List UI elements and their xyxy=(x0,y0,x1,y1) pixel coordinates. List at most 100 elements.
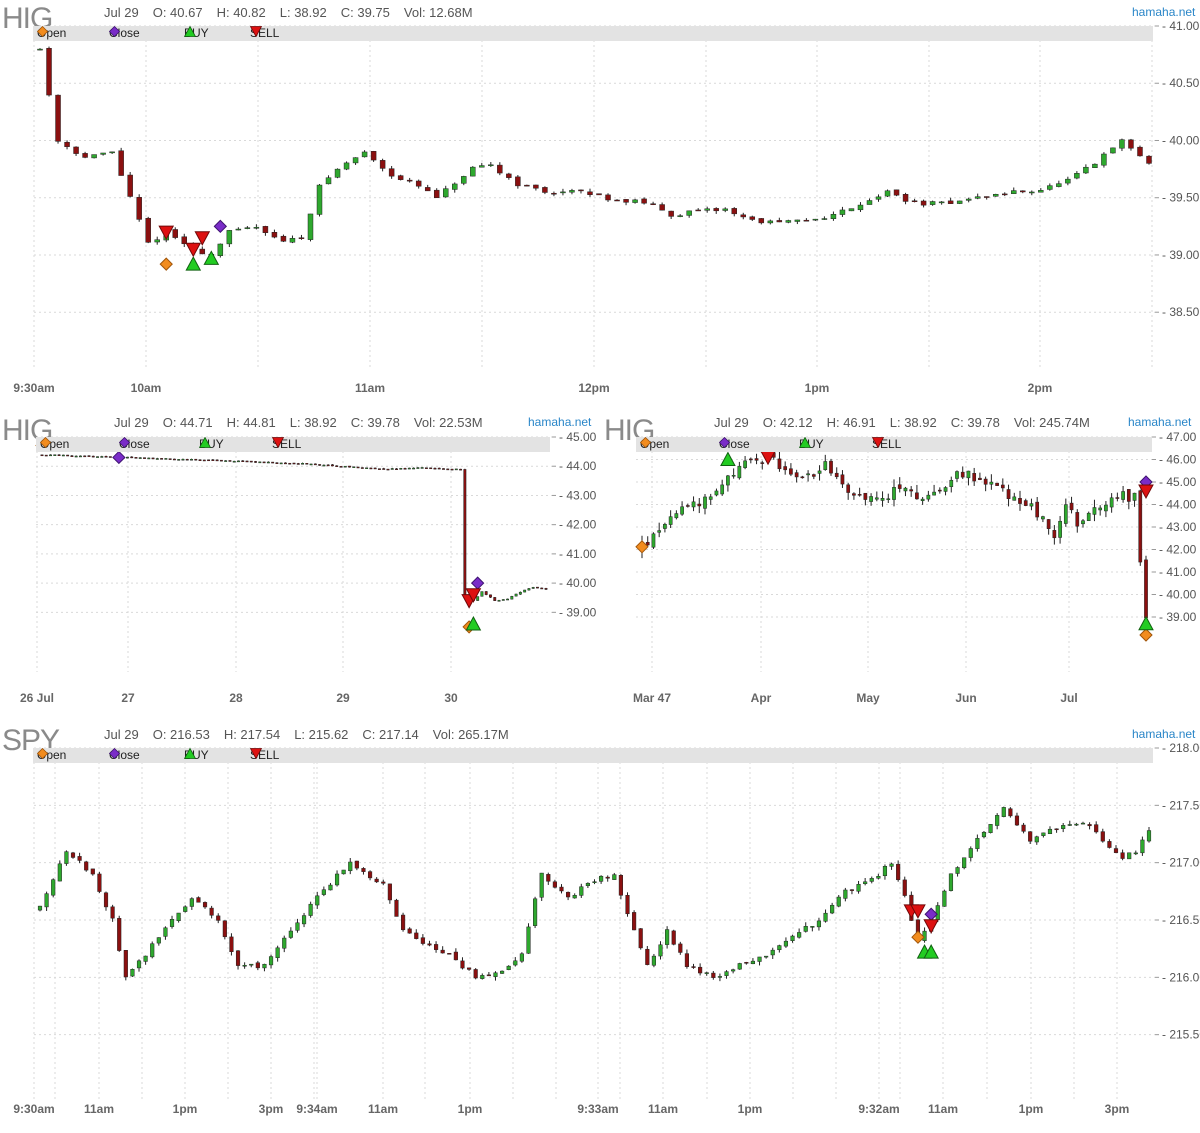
candle-body xyxy=(479,165,485,168)
candle-body xyxy=(1052,530,1057,539)
candle-body xyxy=(97,873,102,892)
x-tick-label: 11am xyxy=(648,1102,678,1116)
candle-body xyxy=(91,455,95,458)
candle-body xyxy=(992,193,999,197)
x-tick-label: 29 xyxy=(336,691,350,705)
legend-close: Close xyxy=(109,26,140,40)
brand-link[interactable]: hamaha.net xyxy=(528,415,592,429)
x-tick-label: 1pm xyxy=(1019,1102,1044,1116)
y-tick-label: - 215.50 xyxy=(1162,1028,1200,1042)
legend-bar: Open Close BUY SELL xyxy=(36,437,550,452)
chart-svg: - 218.00 - 217.50 - 217.00 - 216.50 - 216.00… xyxy=(13,741,1200,1116)
candle-body xyxy=(578,189,584,192)
candle-body xyxy=(1138,490,1143,563)
candle-body xyxy=(668,210,674,217)
brand-link[interactable]: hamaha.net xyxy=(1132,727,1196,741)
candle-body xyxy=(764,955,769,958)
candle-body xyxy=(869,878,874,882)
candle-body xyxy=(335,465,339,467)
candle-body xyxy=(714,490,719,496)
candle-body xyxy=(222,920,227,938)
candle-body xyxy=(645,541,650,546)
candle-body xyxy=(605,876,610,879)
candle-body xyxy=(341,869,346,875)
candle-body xyxy=(374,878,379,883)
candle-body xyxy=(461,176,467,184)
candle-body xyxy=(321,889,326,895)
candle-body xyxy=(49,454,52,457)
candle-body xyxy=(527,588,531,591)
candle-body xyxy=(354,860,359,869)
candle-body xyxy=(947,200,954,204)
candle-body xyxy=(869,496,873,502)
candle-body xyxy=(1113,848,1119,853)
candle-body xyxy=(875,196,882,200)
sell-marker xyxy=(910,904,926,919)
candle-body xyxy=(767,220,774,224)
candle-body xyxy=(361,868,366,872)
x-tick-label: 11am xyxy=(84,1102,114,1116)
candle-body xyxy=(754,458,759,461)
brand-link[interactable]: hamaha.net xyxy=(1132,5,1196,19)
candle-body xyxy=(830,904,835,914)
candle-body xyxy=(776,220,783,223)
y-tick-label: - 41.00 xyxy=(1162,19,1200,33)
legend-open: Open xyxy=(40,437,70,451)
candle-body xyxy=(1137,146,1143,157)
legend-sell: SELL xyxy=(872,437,902,451)
candle-body xyxy=(83,455,87,458)
candle-body xyxy=(1140,839,1145,854)
candle-body xyxy=(84,861,89,871)
candle-body xyxy=(932,491,936,496)
candle-body xyxy=(937,489,942,492)
candle-body xyxy=(1107,841,1112,848)
candle-body xyxy=(253,227,260,229)
candle-body xyxy=(790,935,795,942)
y-tick-label: - 40.00 xyxy=(1159,588,1197,602)
candle-body xyxy=(566,891,571,898)
candle-body xyxy=(160,458,164,460)
candle-body xyxy=(437,467,441,470)
candle-body xyxy=(632,199,638,203)
candle-body xyxy=(288,930,293,938)
candle-body xyxy=(211,459,215,461)
candle-body xyxy=(989,481,994,485)
candle-body xyxy=(288,462,292,465)
candle-body xyxy=(839,209,846,215)
candle-body xyxy=(1028,831,1033,842)
brand-link[interactable]: hamaha.net xyxy=(1128,415,1192,429)
ohlc-info: Jul 29 O: 40.67 H: 40.82 L: 38.92 C: 39.75 Vo… xyxy=(104,5,473,20)
candle-body xyxy=(749,216,756,220)
candle-body xyxy=(846,484,851,493)
candle-body xyxy=(199,248,206,255)
candle-body xyxy=(301,463,304,465)
candle-body xyxy=(183,906,188,912)
candle-body xyxy=(262,963,267,969)
candle-body xyxy=(424,467,428,469)
candle-body xyxy=(983,196,990,198)
candle-body xyxy=(177,459,181,461)
candle-body xyxy=(551,192,557,195)
legend-buy: BUY xyxy=(199,437,224,451)
candle-body xyxy=(803,926,808,932)
candle-body xyxy=(202,459,206,462)
candle-body xyxy=(893,189,900,196)
legend-buy: BUY xyxy=(799,437,824,451)
candle-body xyxy=(731,475,736,477)
candle-body xyxy=(731,208,737,215)
candle-body xyxy=(154,239,160,243)
candle-body xyxy=(605,194,611,201)
x-tick-label: 9:34am xyxy=(296,1102,337,1116)
candle-body xyxy=(506,173,512,178)
candle-body xyxy=(73,146,79,154)
chart-panel-hig-daily: - 47.00 - 46.00 - 45.00 - 44.00 - 43.00 - 42.… xyxy=(600,412,1200,712)
candle-body xyxy=(935,905,940,920)
candle-body xyxy=(533,184,539,189)
candle-body xyxy=(783,940,789,947)
candle-body xyxy=(292,462,296,465)
candle-body xyxy=(447,953,452,955)
candle-body xyxy=(127,174,133,197)
candle-body xyxy=(361,151,368,158)
candle-body xyxy=(1061,825,1066,829)
candle-body xyxy=(1058,520,1062,538)
